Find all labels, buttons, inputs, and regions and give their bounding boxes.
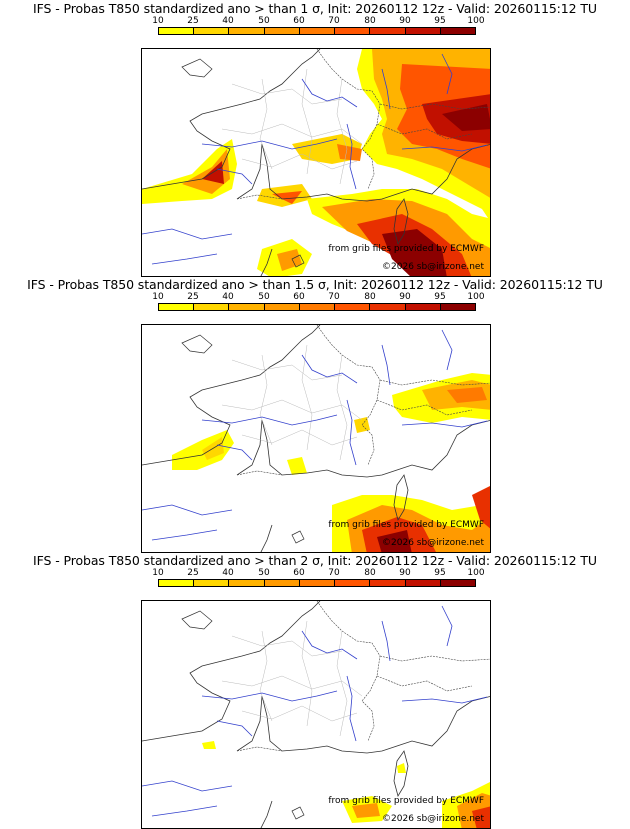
copyright-credit: ©2026 sb@irizone.net xyxy=(382,814,484,824)
colorbar-swatch xyxy=(159,580,195,586)
colorbar-label: 95 xyxy=(434,16,446,26)
colorbar-label: 25 xyxy=(187,16,199,26)
forecast-panel-2: IFS - Probas T850 standardized ano > tha… xyxy=(0,276,630,553)
colorbar-swatch xyxy=(264,580,300,586)
copyright-credit: ©2026 sb@irizone.net xyxy=(382,538,484,548)
probability-map: from grib files provided by ECMWF ©2026 … xyxy=(141,48,491,277)
colorbar-label: 70 xyxy=(328,292,340,302)
colorbar-label: 90 xyxy=(399,568,411,578)
colorbar-labels: 10 25 40 50 60 70 80 90 95 100 xyxy=(142,16,492,26)
colorbar-label: 70 xyxy=(328,16,340,26)
colorbar-label: 40 xyxy=(222,292,234,302)
colorbar-swatch xyxy=(405,580,441,586)
colorbar-label: 60 xyxy=(293,292,305,302)
colorbar-label: 100 xyxy=(467,568,485,578)
colorbar-label: 95 xyxy=(434,568,446,578)
colorbar-swatch xyxy=(194,304,230,310)
colorbar-label: 50 xyxy=(258,568,270,578)
colorbar-swatch xyxy=(335,28,371,34)
colorbar-swatch xyxy=(440,28,475,34)
data-source-credit: from grib files provided by ECMWF xyxy=(328,520,484,530)
panel-title: IFS - Probas T850 standardized ano > tha… xyxy=(33,1,597,16)
colorbar xyxy=(158,303,476,311)
colorbar-swatch xyxy=(370,304,406,310)
colorbar-swatch xyxy=(194,28,230,34)
colorbar-swatch xyxy=(159,28,195,34)
colorbar-label: 40 xyxy=(222,568,234,578)
colorbar-swatch xyxy=(335,304,371,310)
colorbar-swatch xyxy=(299,304,336,310)
colorbar-swatch xyxy=(229,304,265,310)
colorbar-swatch xyxy=(405,304,441,310)
probability-map: from grib files provided by ECMWF ©2026 … xyxy=(141,324,491,553)
colorbar-swatch xyxy=(405,28,441,34)
colorbar-swatch xyxy=(335,580,371,586)
colorbar-labels: 10 25 40 50 60 70 80 90 95 100 xyxy=(142,292,492,302)
panel-title: IFS - Probas T850 standardized ano > tha… xyxy=(33,553,597,568)
colorbar-label: 50 xyxy=(258,16,270,26)
forecast-panel-3: IFS - Probas T850 standardized ano > tha… xyxy=(0,552,630,829)
colorbar-label: 25 xyxy=(187,292,199,302)
colorbar-swatch xyxy=(440,304,475,310)
colorbar-label: 60 xyxy=(293,568,305,578)
forecast-panel-1: IFS - Probas T850 standardized ano > tha… xyxy=(0,0,630,277)
colorbar-label: 95 xyxy=(434,292,446,302)
colorbar xyxy=(158,579,476,587)
colorbar-labels: 10 25 40 50 60 70 80 90 95 100 xyxy=(142,568,492,578)
colorbar-label: 10 xyxy=(152,16,164,26)
colorbar-label: 80 xyxy=(364,568,376,578)
colorbar-label: 100 xyxy=(467,16,485,26)
colorbar-label: 90 xyxy=(399,16,411,26)
colorbar-swatch xyxy=(194,580,230,586)
colorbar-label: 60 xyxy=(293,16,305,26)
colorbar-swatch xyxy=(299,580,336,586)
colorbar-label: 90 xyxy=(399,292,411,302)
panel-title: IFS - Probas T850 standardized ano > tha… xyxy=(27,277,603,292)
colorbar-swatch xyxy=(370,28,406,34)
colorbar-label: 70 xyxy=(328,568,340,578)
colorbar-label: 40 xyxy=(222,16,234,26)
colorbar-label: 50 xyxy=(258,292,270,302)
colorbar-label: 10 xyxy=(152,292,164,302)
colorbar-label: 80 xyxy=(364,292,376,302)
colorbar-label: 80 xyxy=(364,16,376,26)
probability-map: from grib files provided by ECMWF ©2026 … xyxy=(141,600,491,829)
colorbar-swatch xyxy=(264,28,300,34)
colorbar-swatch xyxy=(229,580,265,586)
colorbar-swatch xyxy=(159,304,195,310)
colorbar-swatch xyxy=(264,304,300,310)
colorbar-swatch xyxy=(370,580,406,586)
colorbar-swatch xyxy=(229,28,265,34)
copyright-credit: ©2026 sb@irizone.net xyxy=(382,262,484,272)
colorbar-label: 10 xyxy=(152,568,164,578)
data-source-credit: from grib files provided by ECMWF xyxy=(328,796,484,806)
data-source-credit: from grib files provided by ECMWF xyxy=(328,244,484,254)
colorbar-label: 100 xyxy=(467,292,485,302)
colorbar-swatch xyxy=(440,580,475,586)
colorbar-label: 25 xyxy=(187,568,199,578)
colorbar xyxy=(158,27,476,35)
colorbar-swatch xyxy=(299,28,336,34)
